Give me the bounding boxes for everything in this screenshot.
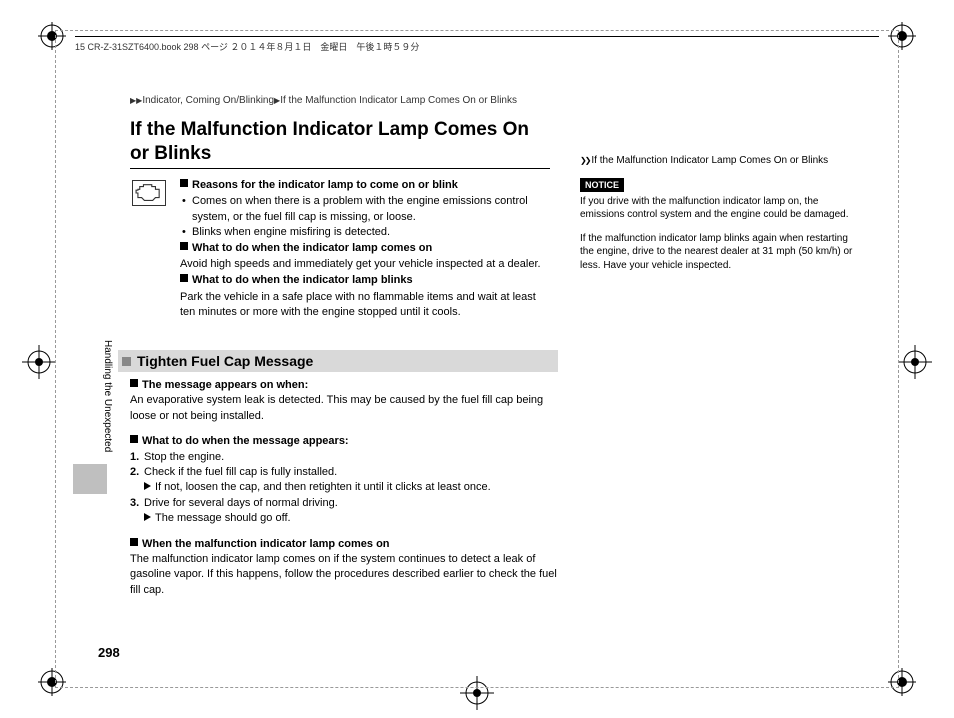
main-content-block-1: Reasons for the indicator lamp to come o…: [180, 178, 550, 322]
register-mark-icon: [898, 345, 932, 379]
thumb-index-bar: [73, 464, 107, 494]
page-number: 298: [98, 645, 120, 660]
header-rule: [75, 36, 879, 37]
notice-badge: NOTICE: [580, 178, 624, 192]
section-heading: Tighten Fuel Cap Message: [118, 350, 558, 372]
sidebar-notes: ❯❯If the Malfunction Indicator Lamp Come…: [580, 154, 855, 272]
page-title: If the Malfunction Indicator Lamp Comes …: [130, 118, 550, 169]
breadcrumb: ▶▶Indicator, Coming On/Blinking▶If the M…: [130, 95, 517, 106]
header-file-info: 15 CR-Z-31SZT6400.book 298 ページ ２０１４年８月１日…: [75, 40, 419, 53]
main-content-block-2: The message appears on when: An evaporat…: [130, 378, 560, 598]
register-mark-icon: [22, 345, 56, 379]
engine-warning-icon: [132, 180, 166, 206]
chapter-label: Handling the Unexpected: [102, 340, 113, 452]
